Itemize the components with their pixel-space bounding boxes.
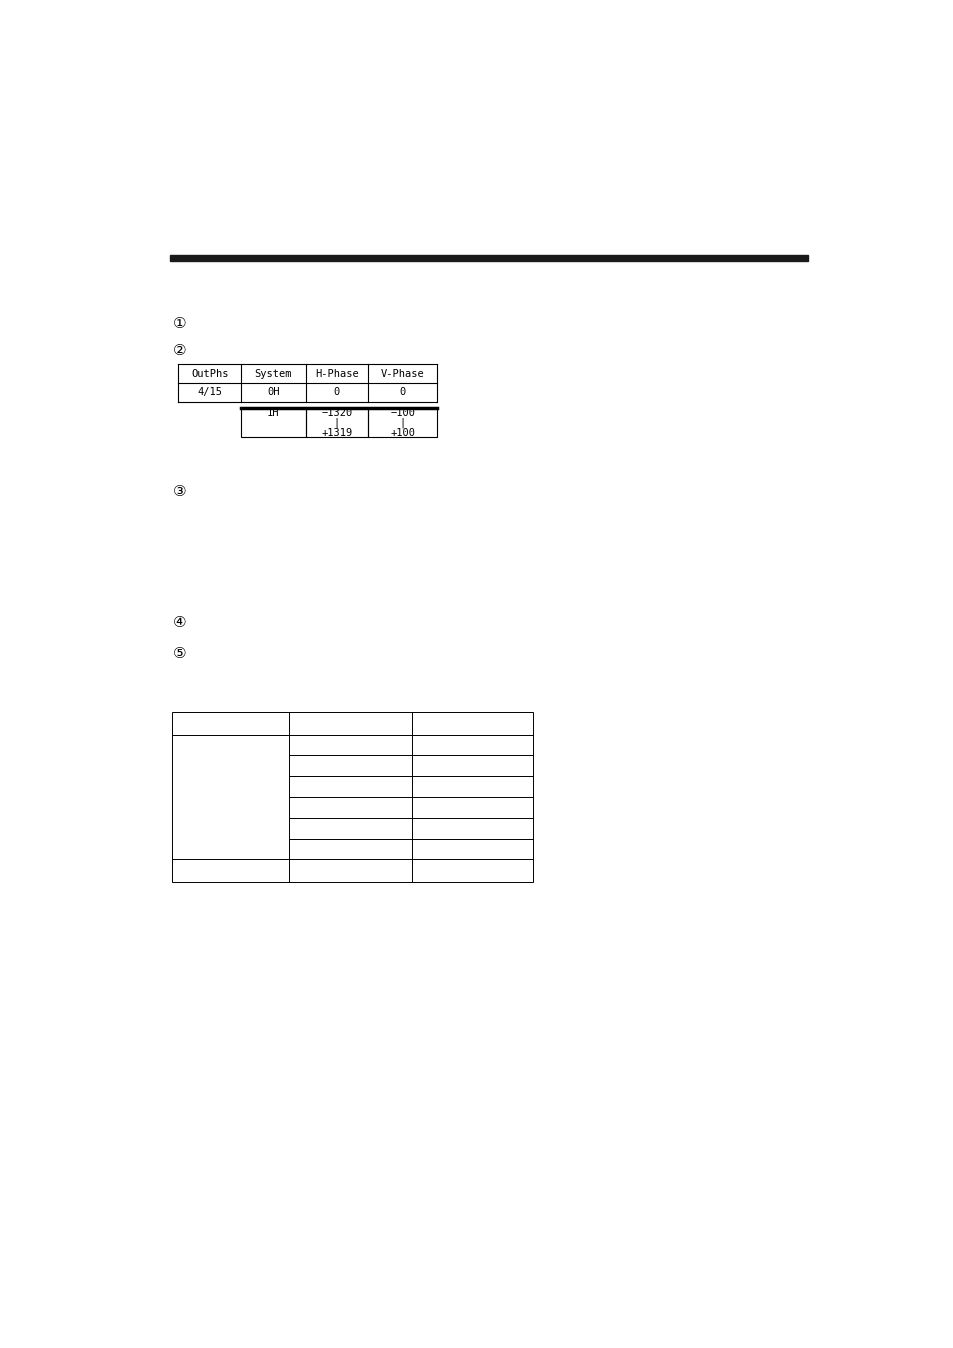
Text: OutPhs: OutPhs [191, 368, 229, 379]
Text: 4/15: 4/15 [197, 387, 222, 398]
Text: H-Phase: H-Phase [314, 368, 358, 379]
Text: 0: 0 [334, 387, 340, 398]
Bar [305, 407, 368, 437]
Text: +1319: +1319 [321, 427, 353, 438]
Bar [368, 407, 436, 437]
Text: V-Phase: V-Phase [380, 368, 424, 379]
Bar [170, 255, 807, 262]
Text: +100: +100 [390, 427, 415, 438]
Text: |: | [399, 417, 405, 427]
Text: −100: −100 [390, 408, 415, 418]
Bar [172, 712, 533, 882]
Text: |: | [334, 417, 340, 427]
Text: ②: ② [172, 344, 186, 359]
Text: ④: ④ [172, 615, 186, 630]
Text: 0: 0 [399, 387, 405, 398]
Text: ⑤: ⑤ [172, 646, 186, 662]
Text: −1320: −1320 [321, 408, 353, 418]
Text: 0H: 0H [267, 387, 279, 398]
Text: ①: ① [172, 317, 186, 332]
Text: System: System [254, 368, 292, 379]
Bar [241, 407, 305, 437]
Text: 1H: 1H [267, 408, 279, 418]
Text: ③: ③ [172, 484, 186, 499]
